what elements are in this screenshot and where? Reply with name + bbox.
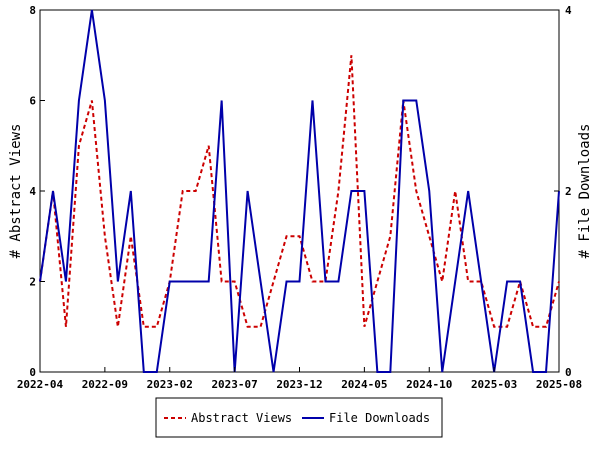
y-right-tick-label: 4 (565, 4, 572, 17)
y-left-tick-label: 4 (29, 185, 36, 198)
plot-frame (39, 9, 560, 373)
legend-box (155, 397, 443, 438)
x-tick-label: 2023-07 (211, 378, 257, 391)
y-left-tick-label: 8 (29, 4, 36, 17)
x-tick-label: 2023-12 (276, 378, 322, 391)
series-file-downloads-line (39, 9, 560, 373)
x-tick-label: 2023-02 (147, 378, 193, 391)
x-tick-label: 2022-09 (82, 378, 128, 391)
legend-label-abstract-views: Abstract Views (191, 411, 292, 425)
x-tick-label: 2025-03 (471, 378, 517, 391)
x-tick-label: 2025-08 (536, 378, 582, 391)
y-left-tick-label: 0 (29, 366, 36, 379)
y-left-tick-label: 2 (29, 276, 36, 289)
y-right-tick-label: 0 (565, 366, 572, 379)
series-abstract-views-line (39, 55, 560, 328)
x-tick-label: 2024-05 (341, 378, 387, 391)
x-tick-label: 2024-10 (406, 378, 452, 391)
series-layer (39, 9, 560, 373)
y-left-tick-label: 6 (29, 95, 36, 108)
y-axis-left-title: # Abstract Views (8, 124, 24, 259)
tick-layer: 2022-04 2022-09 2023-02 2023-07 2023-12 2024-… (17, 4, 582, 391)
x-tick-label: 2022-04 (17, 378, 64, 391)
y-right-tick-label: 2 (565, 185, 572, 198)
y-axis-right-title: # File Downloads (577, 124, 593, 259)
legend-label-file-downloads: File Downloads (329, 411, 430, 425)
legend: Abstract Views File Downloads (155, 397, 443, 438)
